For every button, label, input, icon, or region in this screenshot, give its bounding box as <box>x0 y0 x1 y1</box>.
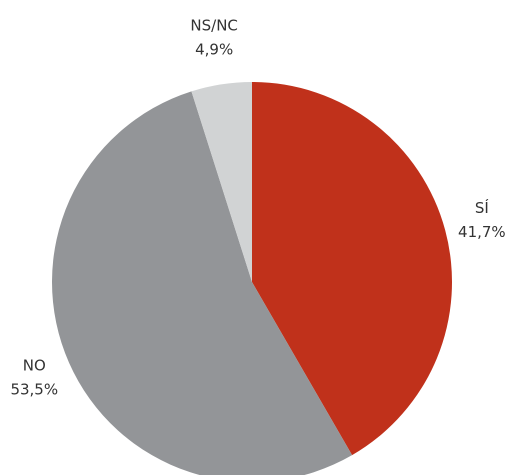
slice-value-label: 41,7% <box>458 223 506 241</box>
slice-value-label: 4,9% <box>195 40 233 58</box>
slice-label: SÍ <box>475 198 489 217</box>
slice-value-label: 53,5% <box>10 381 58 399</box>
slice-label: NO <box>23 357 46 375</box>
pie-slice <box>252 82 452 456</box>
slice-label: NS/NC <box>190 16 238 34</box>
pie-slice <box>191 82 252 282</box>
pie-slice <box>52 91 353 475</box>
